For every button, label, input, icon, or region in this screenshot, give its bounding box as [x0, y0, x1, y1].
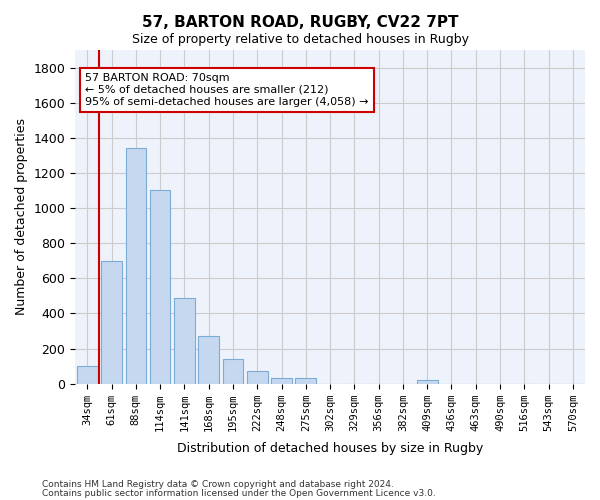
Y-axis label: Number of detached properties: Number of detached properties: [15, 118, 28, 316]
Bar: [295, 378, 316, 384]
Bar: [77, 366, 98, 384]
Bar: [223, 359, 243, 384]
Bar: [101, 260, 122, 384]
Text: Contains HM Land Registry data © Crown copyright and database right 2024.: Contains HM Land Registry data © Crown c…: [42, 480, 394, 489]
Text: Size of property relative to detached houses in Rugby: Size of property relative to detached ho…: [131, 32, 469, 46]
Bar: [271, 378, 292, 384]
X-axis label: Distribution of detached houses by size in Rugby: Distribution of detached houses by size …: [177, 442, 483, 455]
Bar: [125, 148, 146, 384]
Bar: [199, 336, 219, 384]
Text: 57, BARTON ROAD, RUGBY, CV22 7PT: 57, BARTON ROAD, RUGBY, CV22 7PT: [142, 15, 458, 30]
Bar: [247, 372, 268, 384]
Bar: [150, 190, 170, 384]
Bar: [174, 298, 195, 384]
Text: 57 BARTON ROAD: 70sqm
← 5% of detached houses are smaller (212)
95% of semi-deta: 57 BARTON ROAD: 70sqm ← 5% of detached h…: [85, 74, 369, 106]
Bar: [417, 380, 437, 384]
Text: Contains public sector information licensed under the Open Government Licence v3: Contains public sector information licen…: [42, 488, 436, 498]
